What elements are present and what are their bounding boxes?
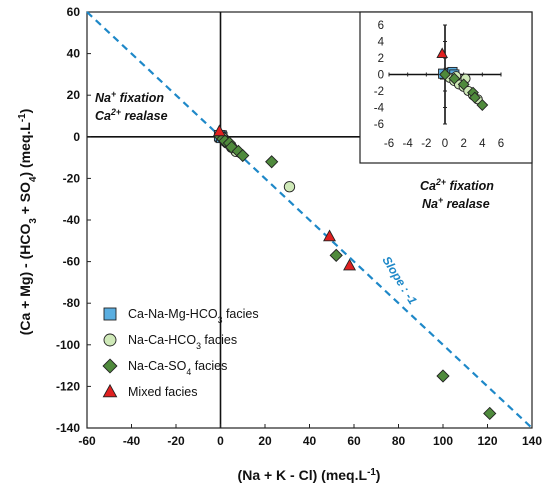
annotation-na-release: Na+ realase xyxy=(422,195,490,211)
inset-data-point-diamond xyxy=(439,68,451,81)
y-axis-label: (Ca + Mg) - (HCO3 + SO4) (meq.L-1) xyxy=(17,109,39,336)
y-tick-label: -140 xyxy=(56,421,80,435)
inset-data-point-diamond xyxy=(457,78,470,91)
inset-y-tick-label: -4 xyxy=(374,103,385,115)
inset-x-tick-label: 0 xyxy=(442,138,448,150)
legend-label: Ca-Na-Mg-HCO3 facies xyxy=(128,307,259,325)
x-tick-label: 0 xyxy=(217,434,224,448)
inset-y-tick-label: 4 xyxy=(378,37,385,49)
annotation-na-fixation: Na+ fixation xyxy=(95,89,164,105)
data-point-diamond xyxy=(483,406,497,421)
legend-marker-triangle xyxy=(102,383,118,398)
legend-label: Na-Ca-SO4 facies xyxy=(128,359,227,377)
x-axis-label: (Na + K - Cl) (meq.L-1) xyxy=(238,467,381,484)
inset-data-point-triangle xyxy=(436,47,449,59)
y-tick-label: -40 xyxy=(63,213,81,227)
inset-x-tick-label: -6 xyxy=(384,138,394,150)
slope-label: Slope : -1 xyxy=(379,254,420,307)
inset-y-tick-label: 2 xyxy=(378,53,384,65)
y-tick-label: -20 xyxy=(63,171,81,185)
inset-y-tick-label: -2 xyxy=(374,86,384,98)
inset-x-tick-label: -4 xyxy=(403,138,414,150)
inset-x-tick-label: 4 xyxy=(479,138,486,150)
data-point-triangle xyxy=(212,124,226,137)
inset-frame xyxy=(359,11,533,164)
x-tick-label: -60 xyxy=(78,434,96,448)
legend: Ca-Na-Mg-HCO3 facies Na-Ca-HCO3 facies Na-… xyxy=(102,307,259,399)
y-tick-label: -100 xyxy=(56,338,80,352)
data-point-diamond xyxy=(329,248,343,262)
x-tick-label: 60 xyxy=(347,434,361,448)
data-point-diamond xyxy=(265,155,279,169)
x-tick-label: 40 xyxy=(303,434,317,448)
inset-x-tick-label: 6 xyxy=(498,138,504,150)
data-point-diamond xyxy=(436,369,450,383)
y-tick-label: -120 xyxy=(56,379,80,393)
inset-y-tick-label: -6 xyxy=(374,119,384,131)
inset-data-point-diamond xyxy=(468,91,481,104)
x-tick-label: -20 xyxy=(167,434,185,448)
chart-labels: Na+ fixation Ca2+ realase Ca2+ fixation Na+… xyxy=(17,89,495,483)
x-tick-label: 20 xyxy=(258,434,272,448)
x-tick-label: 140 xyxy=(522,434,542,448)
inset-data-point-diamond xyxy=(476,99,489,111)
inset-data-point-diamond xyxy=(448,72,461,85)
y-tick-label: 20 xyxy=(67,88,81,102)
x-tick-label: 80 xyxy=(392,434,406,448)
y-tick-label: 60 xyxy=(67,5,81,19)
inset-x-tick-label: 2 xyxy=(460,138,466,150)
legend-marker-square xyxy=(103,307,117,321)
data-point-triangle xyxy=(323,229,337,242)
inset-x-tick-label: -2 xyxy=(421,138,431,150)
x-tick-label: 100 xyxy=(433,434,453,448)
data-point-circle xyxy=(283,181,296,193)
slope-reference-line xyxy=(86,11,533,429)
legend-marker-circle xyxy=(103,333,117,347)
legend-marker-diamond xyxy=(102,358,118,374)
y-tick-label: -80 xyxy=(63,296,81,310)
y-tick-label: 0 xyxy=(73,130,80,144)
data-point-diamond xyxy=(236,148,250,163)
annotation-ca-release: Ca2+ realase xyxy=(95,107,168,123)
y-tick-label: -60 xyxy=(63,255,81,269)
x-tick-label: 120 xyxy=(477,434,497,448)
legend-label: Mixed facies xyxy=(128,385,197,399)
annotation-ca-fixation: Ca2+ fixation xyxy=(420,177,494,193)
inset-y-tick-label: 6 xyxy=(378,20,384,32)
data-point-triangle xyxy=(343,258,357,271)
main-plot: -60 -40 -20 0 20 40 60 80 100 120 1406040200-20-40… xyxy=(56,5,542,448)
y-tick-label: 40 xyxy=(67,47,81,61)
x-tick-label: -40 xyxy=(123,434,141,448)
inset-y-tick-label: 0 xyxy=(378,70,384,82)
legend-label: Na-Ca-HCO3 facies xyxy=(128,333,237,351)
